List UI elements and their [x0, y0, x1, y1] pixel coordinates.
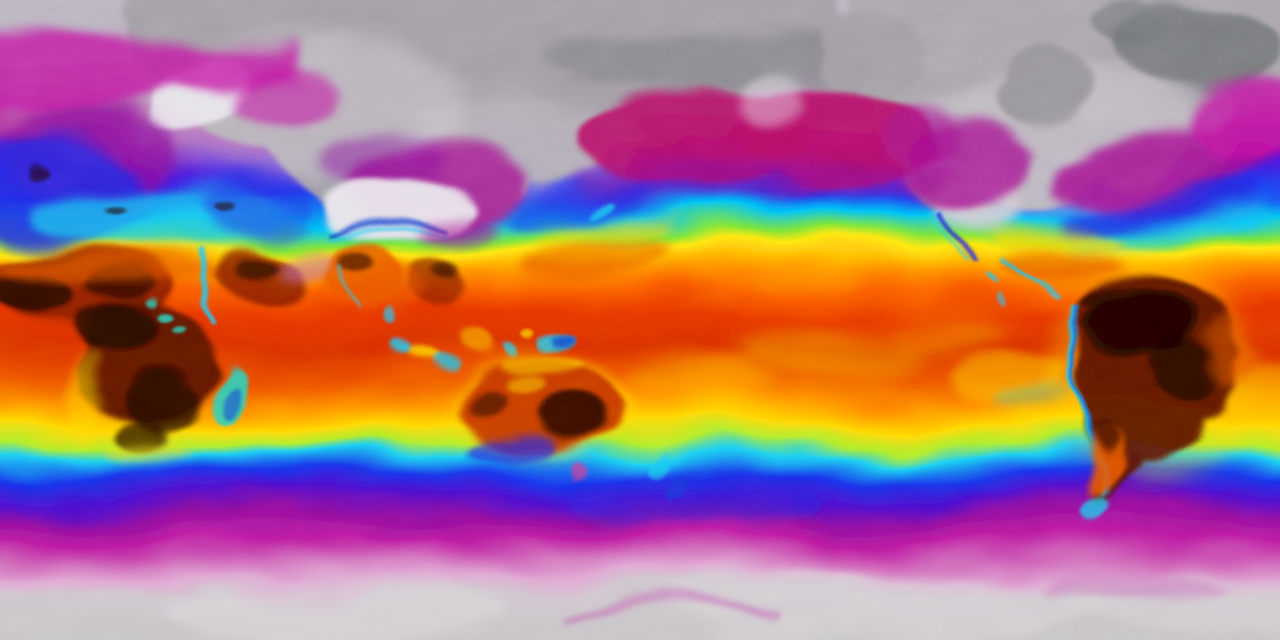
global-temperature-map	[0, 0, 1280, 640]
temperature-map-svg	[0, 0, 1280, 640]
grain-texture-overlay	[0, 0, 1280, 640]
